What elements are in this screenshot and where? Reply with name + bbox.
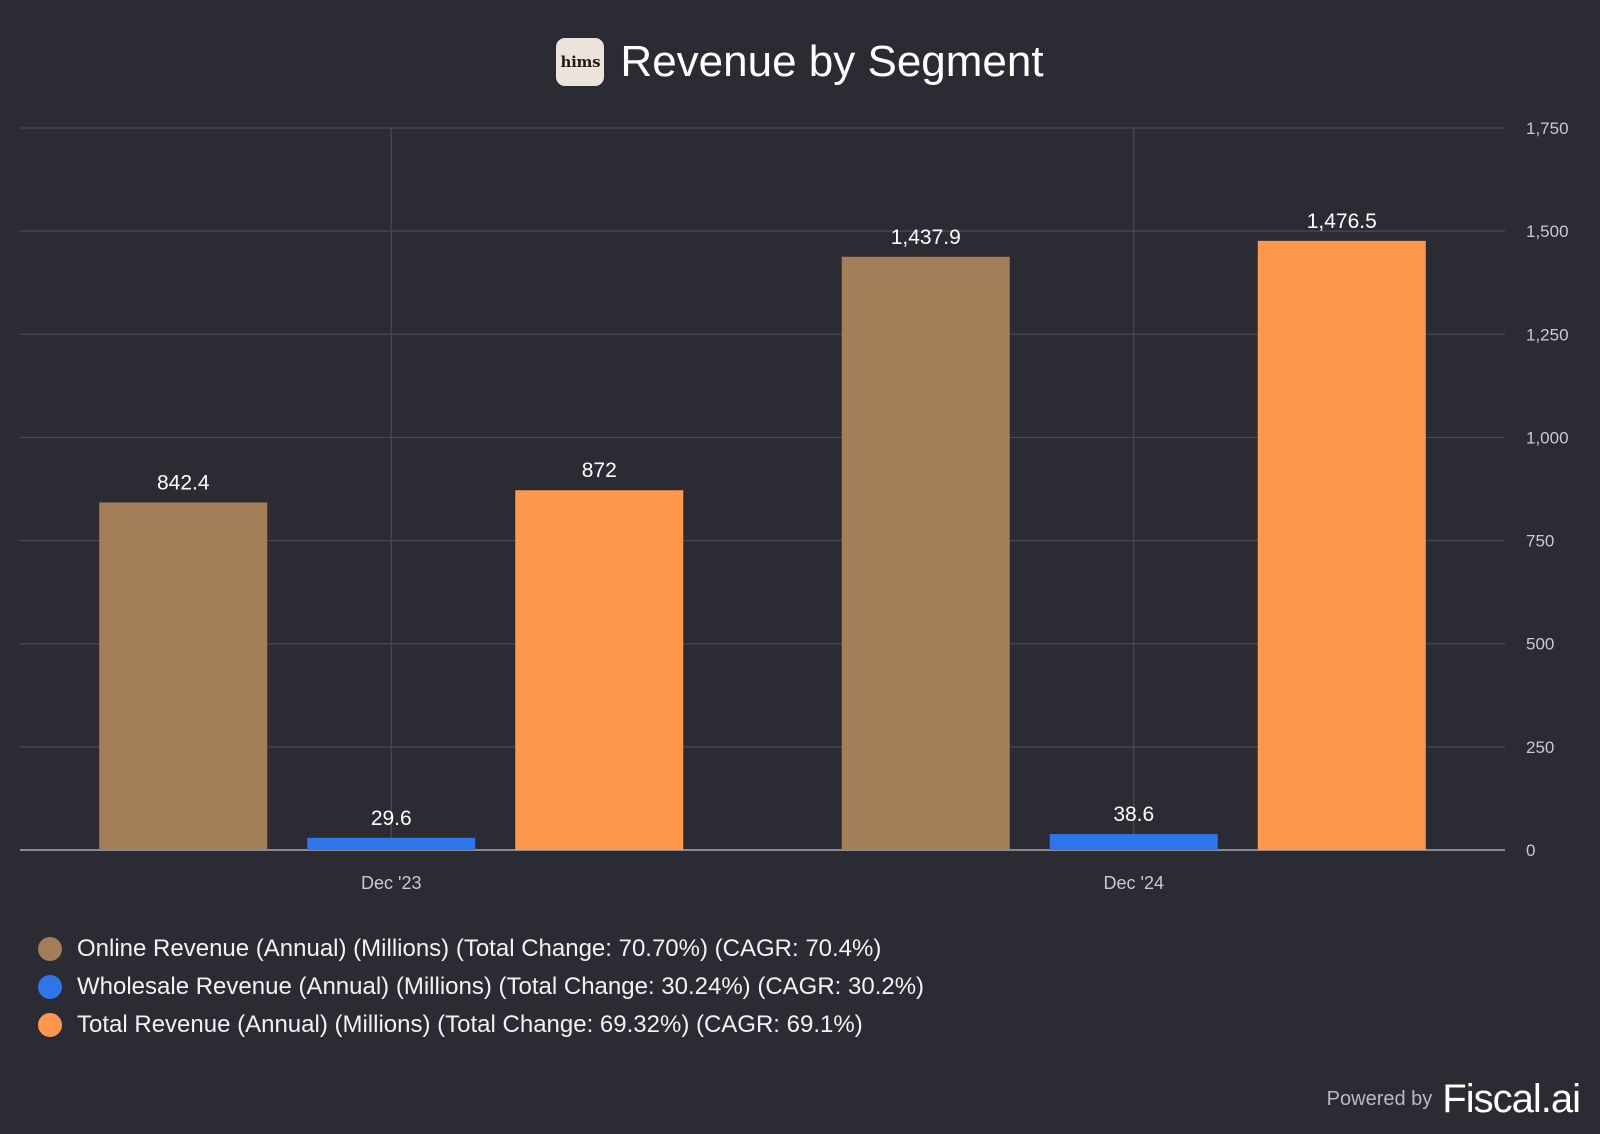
chart-title: Revenue by Segment [620,37,1044,86]
bar[interactable] [99,502,268,850]
x-axis-ticks: Dec '23 Dec '24 [361,873,1164,893]
legend-item[interactable]: Total Revenue (Annual) (Millions) (Total… [38,1006,924,1044]
y-tick-label: 1,250 [1526,325,1569,344]
data-label: 29.6 [371,807,412,830]
data-label: 872 [582,459,617,482]
data-label: 1,476.5 [1307,210,1377,233]
legend-swatch [38,975,62,999]
data-labels: 842.4 29.6 872 1,437.9 38.6 1,476.5 [157,210,1377,830]
y-tick-label: 1,500 [1526,222,1569,241]
legend-item[interactable]: Online Revenue (Annual) (Millions) (Tota… [38,930,924,968]
x-tick-label: Dec '23 [361,873,421,893]
data-label: 842.4 [157,471,210,494]
legend-item[interactable]: Wholesale Revenue (Annual) (Millions) (T… [38,968,924,1006]
x-tick-label: Dec '24 [1104,873,1164,893]
legend: Online Revenue (Annual) (Millions) (Tota… [38,930,924,1044]
y-tick-label: 0 [1526,841,1535,860]
legend-label: Wholesale Revenue (Annual) (Millions) (T… [77,973,925,1000]
bar[interactable] [1049,834,1218,850]
fiscal-ai-logo[interactable]: Fiscal.ai [1442,1077,1581,1121]
y-tick-label: 1,000 [1526,428,1569,447]
bar-chart: 0 250 500 750 1,000 1,250 1,500 1,750 842.4 29.6… [20,119,1569,893]
bars [99,240,1426,851]
hims-logo: hims [556,38,605,86]
y-tick-label: 500 [1526,635,1554,654]
bar[interactable] [515,490,684,850]
legend-swatch [38,937,62,961]
y-axis-ticks: 0 250 500 750 1,000 1,250 1,500 1,750 [1526,119,1569,860]
powered-by-label: Powered by [1326,1088,1433,1110]
chart-header: hims Revenue by Segment [0,28,1600,96]
grid-lines [20,127,1505,851]
y-tick-label: 1,750 [1526,119,1569,138]
y-tick-label: 750 [1526,532,1554,551]
legend-label: Online Revenue (Annual) (Millions) (Tota… [77,935,882,962]
bar[interactable] [841,256,1010,850]
data-label: 38.6 [1113,803,1154,826]
legend-label: Total Revenue (Annual) (Millions) (Total… [77,1011,863,1038]
footer: Powered by Fiscal.ai [1326,1077,1581,1122]
y-tick-label: 250 [1526,738,1554,757]
data-label: 1,437.9 [891,226,961,249]
bar[interactable] [307,837,476,850]
bar[interactable] [1257,240,1426,851]
legend-swatch [38,1013,62,1037]
